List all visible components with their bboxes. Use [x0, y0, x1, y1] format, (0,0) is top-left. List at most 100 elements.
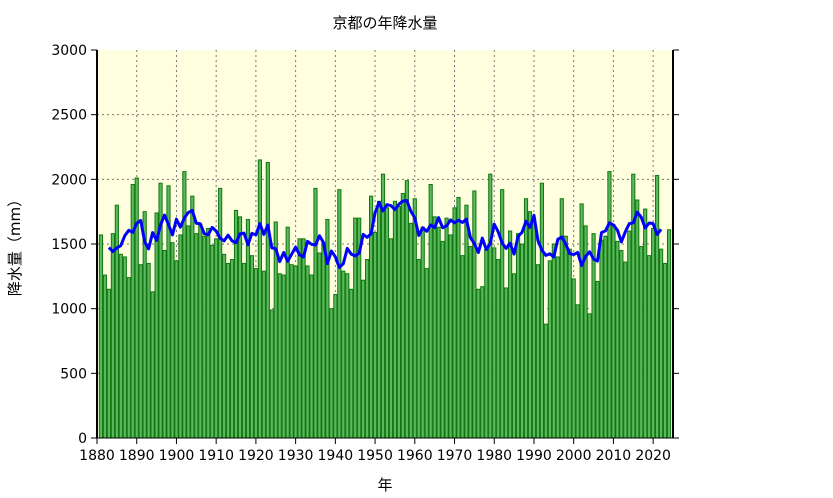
x-axis-label: 年 [377, 476, 392, 494]
bar-1992 [539, 182, 544, 439]
bar-1906 [198, 224, 203, 439]
bar-1977 [480, 286, 485, 439]
bar-1970 [452, 207, 457, 439]
bar-1917 [241, 262, 247, 439]
bar-1995 [551, 243, 556, 439]
bar-2004 [587, 313, 592, 439]
bar-1895 [154, 212, 159, 439]
bar-1941 [337, 189, 342, 439]
bar-1942 [341, 270, 346, 439]
bar-1983 [504, 287, 509, 439]
y-tick-label: 0 [78, 431, 87, 447]
x-tick-label: 1970 [437, 448, 473, 464]
bar-2018 [643, 208, 648, 439]
bar-1883 [106, 288, 112, 439]
bar-2011 [615, 240, 620, 439]
x-tick-label: 1950 [357, 448, 393, 464]
bar-1919 [249, 255, 255, 439]
y-tick-label: 1000 [51, 302, 87, 318]
bar-1918 [245, 218, 251, 439]
bar-1953 [384, 207, 390, 439]
bar-2017 [639, 246, 644, 439]
bar-2000 [571, 278, 576, 439]
y-tick-label: 3000 [51, 43, 87, 59]
bar-1924 [269, 309, 274, 439]
bar-1882 [102, 274, 108, 439]
bar-1908 [206, 227, 211, 439]
bar-1982 [500, 189, 505, 439]
bar-1988 [523, 198, 529, 439]
bar-1923 [265, 162, 270, 439]
bar-1915 [233, 209, 239, 439]
bar-1990 [531, 217, 537, 439]
bar-1884 [110, 233, 115, 439]
bar-1881 [98, 234, 104, 439]
bar-1975 [472, 190, 477, 439]
bar-2022 [658, 248, 664, 439]
bar-2012 [619, 249, 624, 439]
bar-1935 [313, 187, 318, 439]
bar-1981 [496, 259, 501, 439]
bar-1991 [535, 264, 541, 439]
bar-1901 [178, 234, 183, 439]
bar-1916 [237, 216, 243, 439]
bar-1907 [202, 235, 207, 439]
x-tick-label: 1900 [159, 448, 195, 464]
bar-1900 [174, 260, 179, 439]
bar-1999 [567, 248, 572, 439]
bar-1887 [122, 256, 127, 439]
bar-1955 [392, 200, 398, 439]
bar-2013 [623, 261, 628, 439]
bar-1989 [527, 211, 533, 439]
y-tick-label: 2000 [51, 172, 87, 188]
x-tick-label: 2010 [596, 448, 632, 464]
bar-1979 [488, 173, 493, 439]
bar-2006 [595, 281, 600, 439]
bar-1950 [372, 231, 378, 439]
bar-1974 [468, 246, 473, 439]
bar-1964 [428, 184, 433, 439]
bar-1962 [420, 226, 425, 439]
bar-2019 [647, 255, 652, 439]
bar-1978 [484, 248, 489, 439]
bar-1934 [309, 274, 314, 439]
bar-2023 [662, 262, 668, 439]
bar-1909 [210, 244, 215, 439]
bar-1958 [404, 180, 409, 439]
bar-1993 [543, 323, 548, 439]
bar-1903 [186, 225, 191, 439]
y-axis-label: 降水量（mm） [6, 192, 24, 296]
bar-1927 [281, 274, 286, 439]
bar-2002 [579, 203, 584, 439]
bar-1985 [512, 273, 517, 439]
bar-2005 [591, 233, 596, 439]
bar-1930 [293, 265, 298, 439]
bar-1893 [146, 262, 151, 439]
bar-1910 [214, 238, 219, 439]
bar-1933 [305, 265, 310, 439]
bar-1948 [365, 259, 370, 439]
bar-1973 [464, 204, 469, 439]
bar-1997 [559, 198, 564, 439]
x-tick-label: 1980 [476, 448, 512, 464]
bar-1931 [297, 238, 302, 439]
bar-2009 [607, 171, 612, 439]
bar-2016 [635, 199, 640, 439]
bar-1967 [440, 240, 445, 439]
x-tick-label: 1940 [318, 448, 354, 464]
bar-1952 [380, 173, 386, 439]
bar-1959 [408, 222, 413, 439]
bar-1947 [361, 279, 366, 439]
bar-1921 [257, 159, 262, 439]
bar-1968 [444, 217, 449, 439]
bar-1965 [432, 216, 437, 439]
bar-1944 [349, 288, 354, 439]
bar-1886 [118, 253, 123, 439]
bar-1885 [114, 204, 119, 439]
bar-2021 [655, 174, 660, 439]
bar-1937 [321, 242, 326, 439]
bar-2001 [575, 304, 580, 439]
bar-1912 [222, 253, 227, 439]
x-tick-label: 1960 [397, 448, 433, 464]
